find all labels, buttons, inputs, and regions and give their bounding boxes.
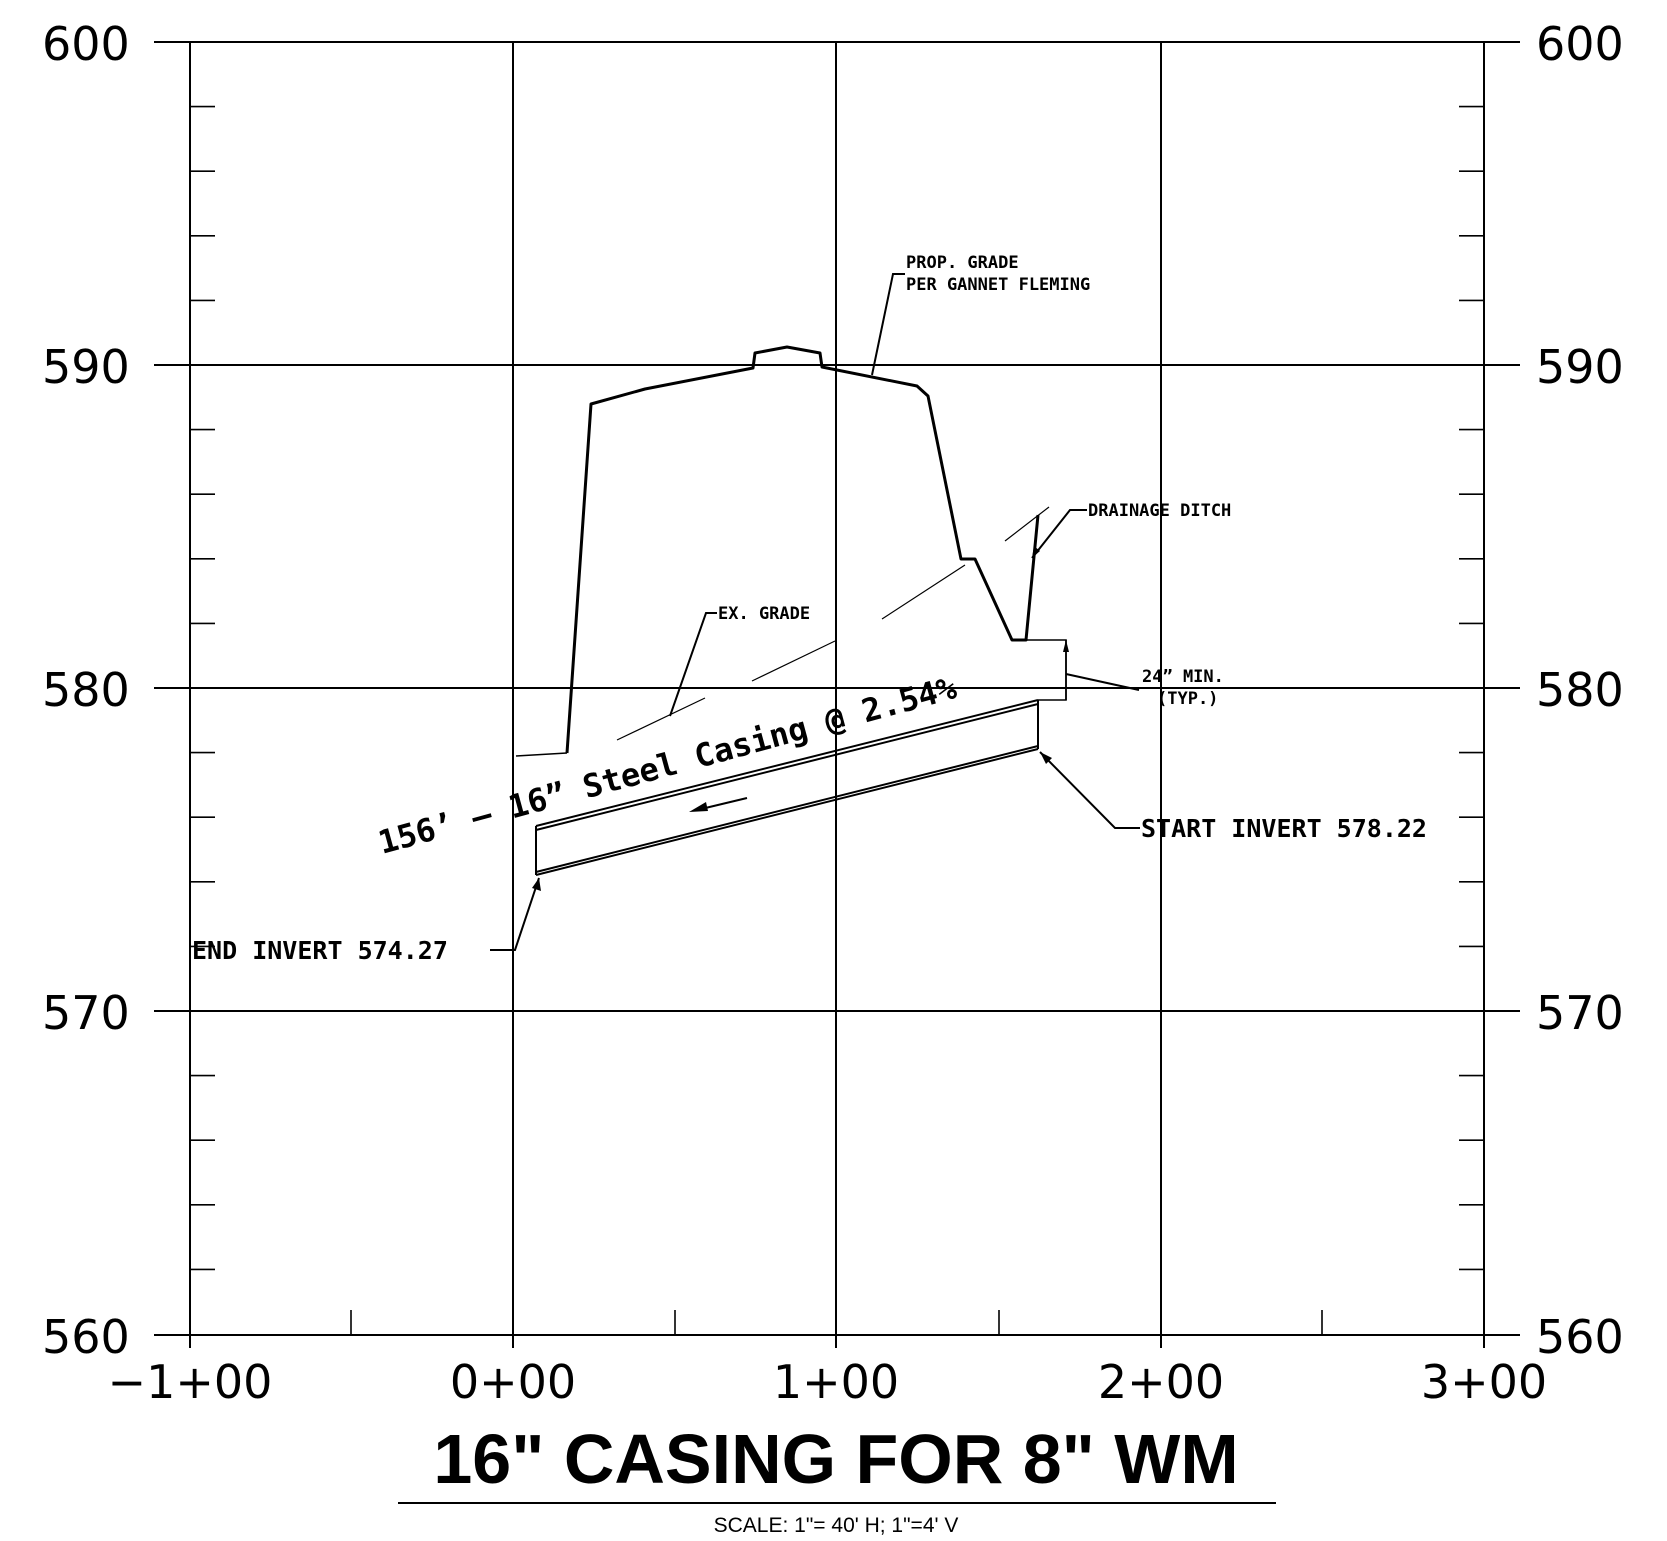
prop-grade-leader bbox=[871, 273, 905, 376]
title-block: 16" CASING FOR 8" WM SCALE: 1"= 40' H; 1… bbox=[398, 1420, 1276, 1537]
y-axis-right-labels: 600 590 580 570 560 bbox=[1536, 17, 1624, 1364]
y-label-600-right: 600 bbox=[1536, 17, 1624, 71]
casing-top bbox=[535, 699, 1039, 827]
y-label-590-right: 590 bbox=[1536, 340, 1624, 394]
min-cover-box bbox=[1026, 639, 1067, 701]
ex-grade-dash bbox=[1004, 506, 1050, 542]
y-label-560-right: 560 bbox=[1536, 1310, 1624, 1364]
drainage-ditch-arrow-icon bbox=[1032, 546, 1040, 558]
ex-grade-callout: EX. GRADE bbox=[669, 604, 810, 717]
start-invert-arrow-icon bbox=[1040, 752, 1052, 764]
start-invert-leader bbox=[1039, 751, 1140, 829]
proposed-grade-profile bbox=[565, 345, 1040, 754]
existing-grade-line bbox=[616, 506, 1050, 741]
scale-note: SCALE: 1"= 40' H; 1"=4' V bbox=[714, 1514, 959, 1537]
prop-grade-label-line2: PER GANNET FLEMING bbox=[906, 275, 1090, 295]
min-cover-callout: 24” MIN. (TYP.) bbox=[1065, 667, 1224, 709]
x-label-1-00: 1+00 bbox=[773, 1355, 899, 1409]
min-cover-label-line1: 24” MIN. bbox=[1142, 667, 1224, 687]
y-label-580-left: 580 bbox=[42, 663, 130, 717]
prop-grade-callout: PROP. GRADE PER GANNET FLEMING bbox=[871, 253, 1090, 376]
end-invert-callout: END INVERT 574.27 bbox=[192, 877, 541, 965]
y-label-580-right: 580 bbox=[1536, 663, 1624, 717]
y-label-600-left: 600 bbox=[42, 17, 130, 71]
end-invert-arrow-icon bbox=[532, 878, 541, 891]
minor-ticks bbox=[190, 105, 1484, 1335]
x-label-3-00: 3+00 bbox=[1421, 1355, 1547, 1409]
y-axis-left-labels: 600 590 580 570 560 bbox=[42, 17, 130, 1364]
drawing-title: 16" CASING FOR 8" WM bbox=[433, 1420, 1238, 1498]
end-invert-leader bbox=[490, 877, 540, 951]
start-invert-label: START INVERT 578.22 bbox=[1141, 814, 1427, 843]
ex-grade-dash bbox=[616, 697, 706, 741]
casing-label: 156’ – 16” Steel Casing @ 2.54% bbox=[374, 668, 961, 861]
flow-arrow-icon bbox=[689, 802, 708, 812]
casing-bottom-inner bbox=[535, 748, 1039, 876]
x-label-2-00: 2+00 bbox=[1098, 1355, 1224, 1409]
ex-grade-leader bbox=[669, 612, 717, 717]
drainage-ditch-label: DRAINAGE DITCH bbox=[1088, 501, 1231, 521]
ex-grade-dash bbox=[881, 564, 966, 620]
ground-shelf-left bbox=[515, 752, 568, 757]
drainage-ditch-callout: DRAINAGE DITCH bbox=[1031, 501, 1231, 559]
x-label-minus-1-00: −1+00 bbox=[108, 1355, 273, 1409]
vertical-grid bbox=[189, 42, 1485, 1348]
casing-top-inner bbox=[535, 703, 1039, 831]
x-label-0-00: 0+00 bbox=[450, 1355, 576, 1409]
y-label-560-left: 560 bbox=[42, 1310, 130, 1364]
min-cover-label-line2: (TYP.) bbox=[1157, 689, 1218, 709]
end-invert-label: END INVERT 574.27 bbox=[192, 936, 448, 965]
ex-grade-label: EX. GRADE bbox=[718, 604, 810, 624]
ex-grade-dash bbox=[751, 640, 836, 682]
prop-grade-label-line1: PROP. GRADE bbox=[906, 253, 1019, 273]
y-label-570-right: 570 bbox=[1536, 986, 1624, 1040]
casing-bottom bbox=[535, 745, 1039, 873]
y-label-590-left: 590 bbox=[42, 340, 130, 394]
y-label-570-left: 570 bbox=[42, 986, 130, 1040]
dimension-arrow-icon bbox=[1063, 640, 1069, 652]
x-axis-labels: −1+00 0+00 1+00 2+00 3+00 bbox=[108, 1355, 1548, 1409]
min-cover-leader bbox=[1065, 673, 1140, 691]
start-invert-callout: START INVERT 578.22 bbox=[1039, 751, 1427, 843]
drainage-ditch-leader bbox=[1031, 509, 1087, 559]
steel-casing bbox=[535, 699, 1039, 876]
